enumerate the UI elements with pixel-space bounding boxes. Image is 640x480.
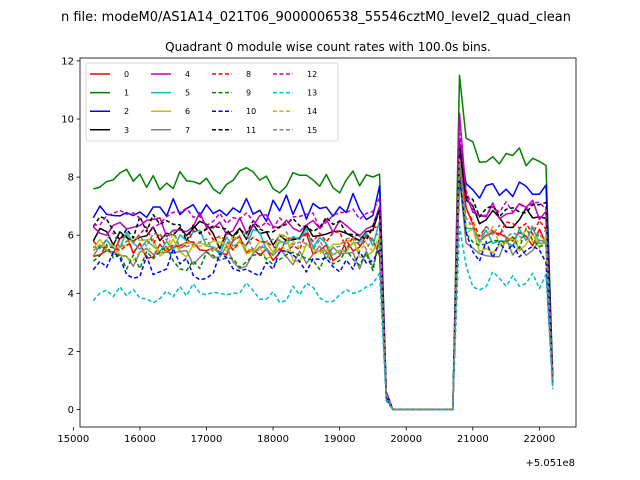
legend-label-3: 3 xyxy=(124,126,129,135)
series-line-4 xyxy=(92,112,554,411)
legend-label-5: 5 xyxy=(185,89,190,98)
series-line-12 xyxy=(93,132,554,411)
series-line-1 xyxy=(93,74,554,411)
legend-label-1: 1 xyxy=(124,89,129,98)
series-lines xyxy=(92,74,554,411)
x-tick-label: 18000 xyxy=(257,434,289,445)
plot-frame xyxy=(79,57,577,428)
x-tick-label: 16000 xyxy=(124,434,156,445)
series-line-9 xyxy=(92,167,554,411)
y-tick-label: 12 xyxy=(61,56,74,67)
figure-suptitle: n file: modeM0/AS1A14_021T06_9000006538_… xyxy=(61,10,571,25)
legend-label-12: 12 xyxy=(307,70,317,79)
series-line-10 xyxy=(92,176,554,411)
x-offset-label: +5.051e8 xyxy=(525,458,575,469)
x-tick-label: 22000 xyxy=(523,434,555,445)
y-tick-label: 8 xyxy=(68,173,74,184)
legend-label-11: 11 xyxy=(246,126,256,135)
legend-label-8: 8 xyxy=(246,70,251,79)
y-tick-label: 0 xyxy=(68,405,74,416)
x-tick-label: 19000 xyxy=(324,434,356,445)
legend-label-15: 15 xyxy=(307,126,317,135)
legend-label-14: 14 xyxy=(307,107,317,116)
y-tick-label: 4 xyxy=(68,289,74,300)
series-line-14 xyxy=(92,158,554,411)
legend-label-10: 10 xyxy=(246,107,256,116)
legend-label-7: 7 xyxy=(185,126,190,135)
legend-label-6: 6 xyxy=(185,107,190,116)
legend-label-13: 13 xyxy=(307,89,317,98)
series-line-15 xyxy=(93,161,554,411)
y-tick-label: 6 xyxy=(68,231,74,242)
x-tick-label: 21000 xyxy=(457,434,489,445)
chart-title: Quadrant 0 module wise count rates with … xyxy=(165,40,491,54)
legend-label-9: 9 xyxy=(246,89,251,98)
x-tick-label: 17000 xyxy=(191,434,223,445)
series-line-13 xyxy=(92,225,554,411)
y-axis: 0 2 4 6 8 10 12 xyxy=(61,56,80,416)
x-axis: 15000 16000 17000 18000 19000 20000 21000 22000 xyxy=(57,427,555,445)
legend-label-4: 4 xyxy=(185,70,190,79)
x-tick-label: 15000 xyxy=(57,434,89,445)
legend-box xyxy=(85,62,339,142)
y-tick-label: 10 xyxy=(61,115,74,126)
x-tick-label: 20000 xyxy=(390,434,422,445)
legend-label-0: 0 xyxy=(124,70,129,79)
legend-label-2: 2 xyxy=(124,107,129,116)
series-line-8 xyxy=(92,156,554,411)
y-tick-label: 2 xyxy=(68,347,74,358)
series-line-2 xyxy=(92,141,554,411)
